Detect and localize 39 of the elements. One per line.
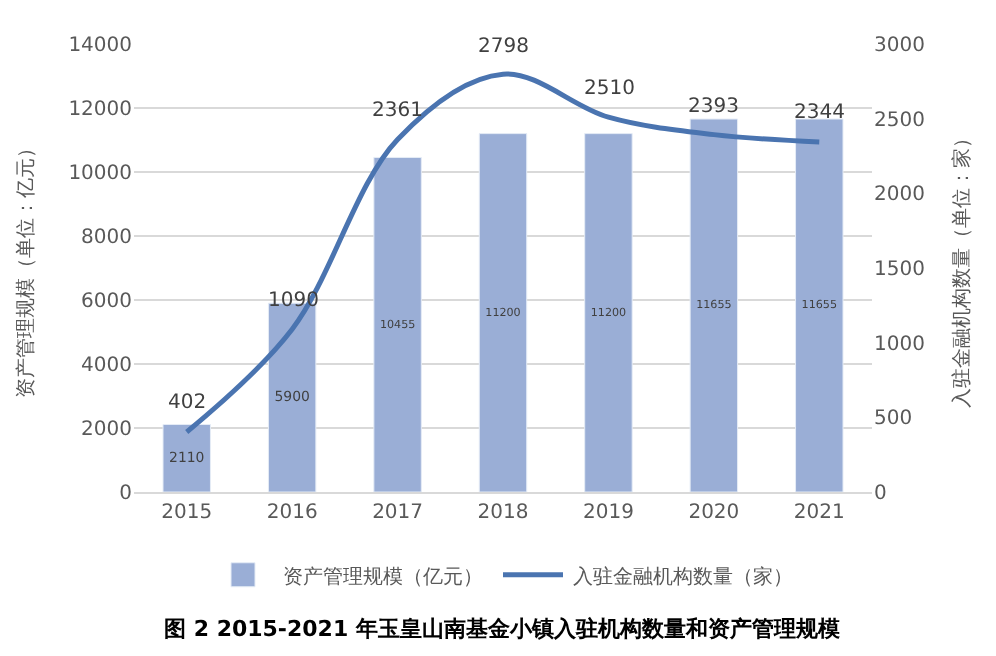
x-tick-label: 2019 [582, 502, 634, 524]
y-tick-label: 2000 [81, 419, 132, 441]
bar [795, 118, 844, 492]
bar [478, 133, 528, 492]
y2-tick-label: 2500 [874, 109, 925, 132]
bar [373, 156, 422, 492]
caption: 图 2 2015-2021 年玉皇山南基金小镇入驻机构数量和资产管理规模 [164, 616, 842, 642]
y-tick-label: 8000 [81, 227, 132, 249]
data-label: 2344 [794, 102, 845, 124]
y2-tick-label: 2000 [874, 184, 925, 207]
data-label: 402 [168, 392, 207, 414]
data-label: 2798 [478, 36, 529, 58]
y-tick-label: 6000 [81, 291, 132, 313]
x-tick-label: 2017 [372, 502, 424, 524]
x-tick-label: 2016 [266, 502, 318, 524]
y-axis-title: 资产管理规模（单位：亿元） [14, 138, 39, 398]
x-tick-label: 2015 [161, 502, 213, 524]
bar [162, 423, 211, 492]
bar [689, 118, 739, 492]
legend-label: 资产管理规模（亿元） [283, 564, 483, 589]
y-tick-label: 14000 [68, 35, 132, 57]
x-tick-label: 2021 [793, 502, 845, 524]
y-tick-label: 4000 [81, 355, 132, 377]
y2-tick-label: 3000 [874, 35, 925, 57]
y2-axis-title: 入驻金融机构数量（单位：家） [949, 128, 974, 408]
x-tick-label: 2020 [688, 502, 740, 524]
y2-tick-label: 0 [874, 483, 887, 505]
y2-tick-label: 1000 [874, 333, 925, 356]
y-tick-label: 12000 [68, 99, 132, 121]
data-label: 2361 [372, 100, 423, 122]
legend-label: 入驻金融机构数量（家） [573, 564, 793, 589]
y-tick-label: 10000 [68, 163, 132, 185]
bar [584, 133, 633, 492]
y2-tick-label: 500 [874, 408, 913, 431]
y-tick-label: 0 [119, 483, 132, 505]
data-label: 2510 [584, 78, 635, 100]
y2-tick-label: 1500 [874, 259, 925, 281]
data-label: 2393 [688, 96, 739, 118]
x-tick-label: 2018 [477, 502, 529, 524]
